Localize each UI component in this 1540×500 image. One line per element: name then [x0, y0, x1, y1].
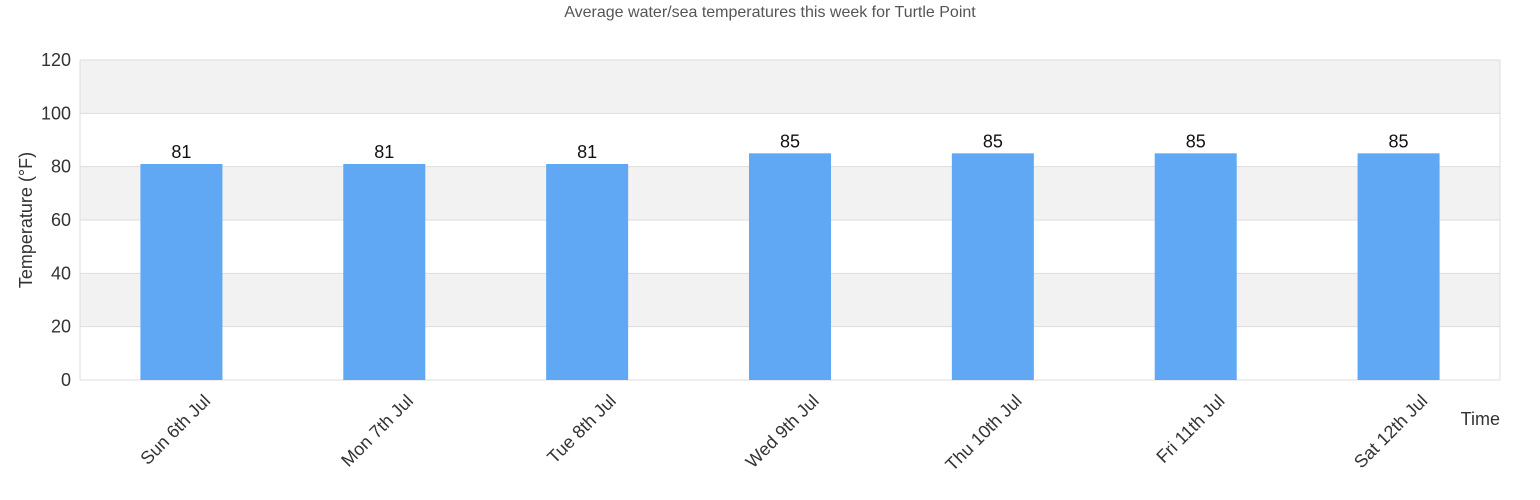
x-tick-label: Thu 10th Jul — [941, 391, 1025, 475]
x-tick-label: Wed 9th Jul — [742, 391, 823, 472]
y-tick-label: 60 — [51, 210, 71, 230]
y-axis-ticks: 0 20 40 60 80 100 120 — [41, 50, 71, 390]
bar — [749, 153, 831, 380]
y-tick-label: 80 — [51, 157, 71, 177]
x-axis-label: Time — [1461, 409, 1500, 429]
x-tick-label: Tue 8th Jul — [543, 391, 620, 468]
bar — [1154, 153, 1237, 380]
bar — [1357, 153, 1440, 380]
y-tick-label: 40 — [51, 263, 71, 283]
y-tick-label: 0 — [61, 370, 71, 390]
bars — [140, 153, 1440, 380]
bar — [546, 164, 629, 380]
y-tick-label: 100 — [41, 103, 71, 123]
grid-band — [80, 60, 1500, 114]
data-label: 81 — [171, 142, 191, 162]
data-label: 85 — [780, 131, 800, 151]
data-label: 85 — [983, 131, 1003, 151]
x-tick-label: Sun 6th Jul — [136, 391, 214, 469]
bar — [343, 164, 426, 380]
bar — [951, 153, 1034, 380]
data-labels: 81 81 81 85 85 85 85 — [171, 131, 1408, 162]
x-axis-ticks: Sun 6th Jul Mon 7th Jul Tue 8th Jul Wed 9th… — [136, 391, 1431, 475]
chart-title: Average water/sea temperatures this week… — [564, 4, 976, 21]
data-label: 85 — [1389, 131, 1409, 151]
data-label: 81 — [577, 142, 597, 162]
x-tick-label: Mon 7th Jul — [337, 391, 417, 471]
x-tick-label: Fri 11th Jul — [1152, 391, 1228, 467]
y-tick-label: 120 — [41, 50, 71, 70]
y-tick-label: 20 — [51, 317, 71, 337]
y-axis-label: Temperature (°F) — [16, 152, 36, 288]
x-tick-label: Sat 12th Jul — [1350, 391, 1431, 472]
bar — [140, 164, 223, 380]
data-label: 85 — [1186, 131, 1206, 151]
data-label: 81 — [374, 142, 394, 162]
